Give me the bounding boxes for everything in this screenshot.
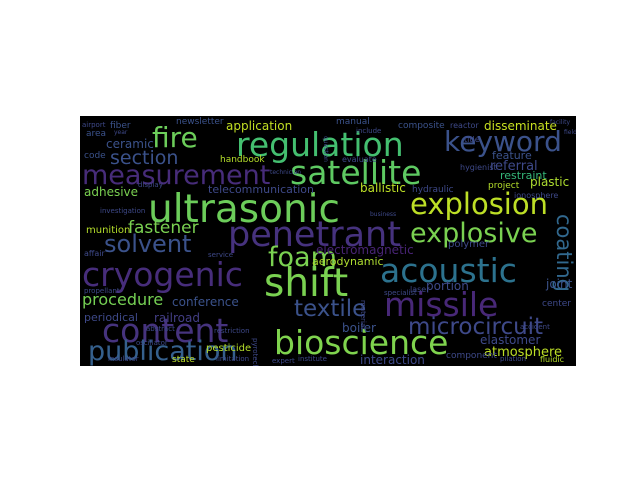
word-elastomer: elastomer bbox=[480, 333, 541, 347]
word-fiber: fiber bbox=[110, 121, 131, 131]
word-satellite: satellite bbox=[290, 153, 422, 192]
word-restriction: restriction bbox=[214, 327, 250, 335]
word-technician: technician bbox=[270, 169, 302, 176]
word-ionosphere: ionosphere bbox=[514, 191, 559, 200]
word-acoustic: acoustic bbox=[380, 251, 517, 290]
word-hygienist: hygienist bbox=[460, 163, 497, 172]
word-propellant: propellant bbox=[84, 287, 120, 295]
word-regulation: regulation bbox=[236, 125, 404, 164]
word-microcircuit: microcircuit bbox=[408, 314, 544, 340]
word-content: content bbox=[102, 311, 229, 350]
word-cloud: regulation satellite keyword fire measur… bbox=[80, 116, 576, 366]
word-oscillator: oscillator bbox=[136, 339, 168, 347]
word-insulator: insulator bbox=[108, 355, 139, 363]
word-textile: textile bbox=[294, 296, 367, 322]
word-explosive: explosive bbox=[410, 218, 538, 249]
word-project: project bbox=[488, 181, 520, 191]
word-abstract: abstract bbox=[146, 325, 175, 333]
word-question: question bbox=[322, 136, 329, 162]
word-feature: feature bbox=[492, 149, 532, 162]
word-title: title bbox=[464, 135, 480, 144]
word-cryogenic: cryogenic bbox=[82, 255, 243, 294]
word-composite: composite bbox=[398, 121, 445, 131]
word-railroad: railroad bbox=[154, 311, 200, 325]
word-newsletter: newsletter bbox=[176, 117, 224, 127]
word-limitation: limitation bbox=[216, 355, 250, 363]
word-fluidic: fluidic bbox=[540, 355, 565, 364]
word-joint: joint bbox=[546, 277, 573, 291]
word-facility: facility bbox=[550, 119, 570, 126]
word-munition: munition bbox=[86, 225, 131, 236]
word-evaluate: evaluate bbox=[342, 155, 377, 164]
word-aerodynamic: aerodynamic bbox=[312, 255, 384, 268]
word-investigation: investigation bbox=[100, 207, 146, 215]
word-hydraulic: hydraulic bbox=[412, 185, 454, 195]
word-affair: affair bbox=[84, 249, 105, 258]
word-include: include bbox=[356, 127, 382, 135]
word-fastener: fastener bbox=[128, 218, 199, 238]
word-atmosphere: atmosphere bbox=[484, 345, 562, 360]
word-accident: accident bbox=[520, 323, 550, 331]
word-reactor: reactor bbox=[450, 121, 479, 130]
word-boiler: boiler bbox=[342, 321, 376, 335]
word-missile: missile bbox=[384, 285, 499, 324]
word-procedure: procedure bbox=[82, 290, 164, 309]
word-business: business bbox=[370, 211, 397, 218]
word-code: code bbox=[84, 151, 106, 161]
word-material: material bbox=[359, 300, 367, 330]
word-service: service bbox=[208, 251, 234, 259]
word-pilation: pilation bbox=[500, 355, 527, 363]
word-electromagnetic: electromagnetic bbox=[316, 243, 414, 257]
word-pyrotechnic: pyrotechnic bbox=[251, 338, 259, 366]
word-measurement: measurement bbox=[82, 160, 271, 191]
word-conference: conference bbox=[172, 295, 239, 309]
word-year: year bbox=[114, 129, 128, 136]
word-display: display bbox=[138, 181, 163, 189]
word-polymer: polymer bbox=[448, 239, 490, 250]
word-referral: referral bbox=[490, 159, 538, 174]
word-penetrant: penetrant bbox=[228, 215, 401, 255]
word-institute: institute bbox=[298, 355, 327, 363]
word-bioscience: bioscience bbox=[274, 323, 449, 362]
word-interaction: interaction bbox=[360, 353, 425, 366]
word-component: component bbox=[446, 351, 497, 361]
word-ballistic: ballistic bbox=[360, 181, 406, 195]
word-adhesive: adhesive bbox=[84, 185, 139, 199]
word-periodical: periodical bbox=[84, 311, 138, 324]
word-application: application bbox=[226, 119, 293, 133]
word-state: state bbox=[172, 355, 195, 365]
word-field: field bbox=[564, 129, 576, 136]
word-section: section bbox=[110, 147, 179, 169]
word-portion: portion bbox=[426, 279, 469, 293]
word-center: center bbox=[542, 299, 571, 309]
word-plastic: plastic bbox=[530, 175, 570, 189]
word-ceramic: ceramic bbox=[106, 137, 154, 151]
word-foam: foam bbox=[268, 242, 337, 273]
word-telecommunication: telecommunication bbox=[208, 183, 314, 196]
word-specialist: specialist bbox=[384, 289, 417, 297]
word-area: area bbox=[86, 129, 107, 139]
word-explosion: explosion bbox=[410, 187, 548, 221]
word-handbook: handbook bbox=[220, 155, 265, 165]
word-restraint: restraint bbox=[500, 169, 547, 182]
word-publication: publication bbox=[88, 336, 238, 366]
word-laser: laser bbox=[410, 285, 430, 294]
word-disseminate: disseminate bbox=[484, 119, 557, 133]
word-solvent: solvent bbox=[104, 230, 192, 258]
word-pesticide: pesticide bbox=[206, 343, 252, 354]
word-shift: shift bbox=[264, 261, 349, 306]
word-airport: airport bbox=[82, 121, 106, 129]
word-fire: fire bbox=[152, 121, 198, 154]
word-manual: manual bbox=[336, 117, 370, 127]
word-expert: expert bbox=[272, 357, 295, 365]
word-keyword: keyword bbox=[444, 125, 562, 158]
word-ultrasonic: ultrasonic bbox=[148, 187, 340, 232]
